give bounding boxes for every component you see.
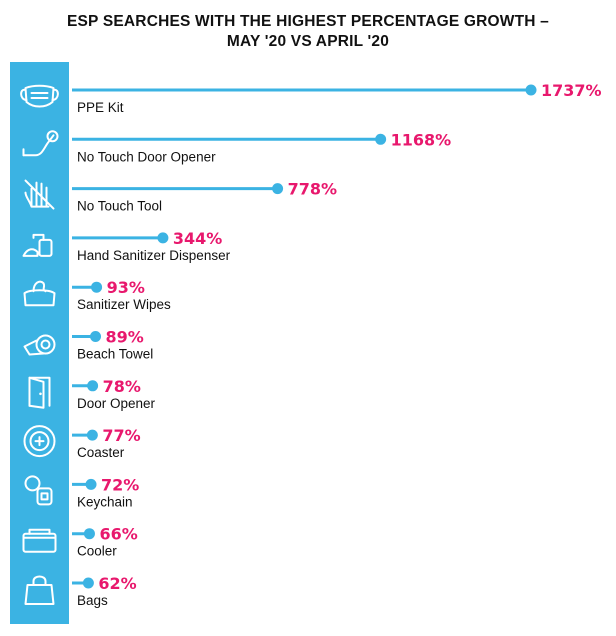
bar-endpoint-dot bbox=[83, 528, 95, 540]
door-opener-hook-icon bbox=[22, 130, 59, 157]
category-label: Hand Sanitizer Dispenser bbox=[77, 248, 231, 263]
category-label: Cooler bbox=[77, 544, 117, 559]
keychain-icon bbox=[24, 475, 53, 506]
data-label: 72% bbox=[101, 475, 139, 494]
data-label: 93% bbox=[107, 278, 145, 297]
bar-endpoint-dot bbox=[85, 478, 97, 490]
category-label: Door Opener bbox=[77, 396, 156, 411]
data-label: 62% bbox=[98, 574, 136, 593]
bar-endpoint-dot bbox=[91, 281, 103, 293]
bar-endpoint-dot bbox=[525, 84, 537, 96]
bar-endpoint-dot bbox=[157, 232, 169, 244]
bar-endpoint-dot bbox=[90, 331, 102, 342]
data-label: 89% bbox=[106, 328, 144, 347]
shopping-bag-icon bbox=[24, 575, 55, 605]
data-label: 778% bbox=[288, 180, 337, 199]
category-label: No Touch Tool bbox=[77, 199, 162, 214]
door-icon bbox=[28, 376, 51, 409]
bar-endpoint-dot bbox=[87, 380, 99, 392]
coaster-icon bbox=[23, 425, 56, 458]
category-label: PPE Kit bbox=[77, 100, 124, 115]
bar-endpoint-dot bbox=[272, 183, 284, 195]
chart-title-line-1: ESP SEARCHES WITH THE HIGHEST PERCENTAGE… bbox=[66, 13, 550, 30]
category-label: No Touch Door Opener bbox=[77, 149, 216, 164]
category-label: Sanitizer Wipes bbox=[77, 297, 171, 312]
cooler-icon bbox=[22, 528, 57, 553]
wipes-pack-icon bbox=[23, 280, 56, 307]
face-mask-icon bbox=[20, 84, 59, 108]
bar-endpoint-dot bbox=[375, 133, 387, 145]
data-label: 1737% bbox=[541, 81, 602, 100]
data-label: 66% bbox=[99, 525, 137, 544]
bar-endpoint-dot bbox=[82, 577, 94, 589]
data-label: 344% bbox=[173, 229, 222, 248]
no-touch-hand-icon bbox=[24, 179, 55, 210]
data-label: 1168% bbox=[391, 130, 452, 149]
category-label: Beach Towel bbox=[77, 347, 153, 362]
rolled-towel-icon bbox=[23, 334, 56, 356]
data-label: 78% bbox=[103, 377, 141, 396]
sanitizer-dispenser-icon bbox=[22, 233, 53, 257]
chart-title-line-2: MAY '20 VS APRIL '20 bbox=[226, 33, 390, 50]
category-label: Coaster bbox=[77, 445, 125, 460]
category-label: Bags bbox=[77, 593, 108, 608]
bar-endpoint-dot bbox=[86, 429, 98, 441]
data-label: 77% bbox=[102, 426, 140, 445]
chart-title: ESP SEARCHES WITH THE HIGHEST PERCENTAGE… bbox=[0, 12, 616, 52]
icon-strip bbox=[10, 62, 69, 624]
category-label: Keychain bbox=[77, 494, 133, 509]
